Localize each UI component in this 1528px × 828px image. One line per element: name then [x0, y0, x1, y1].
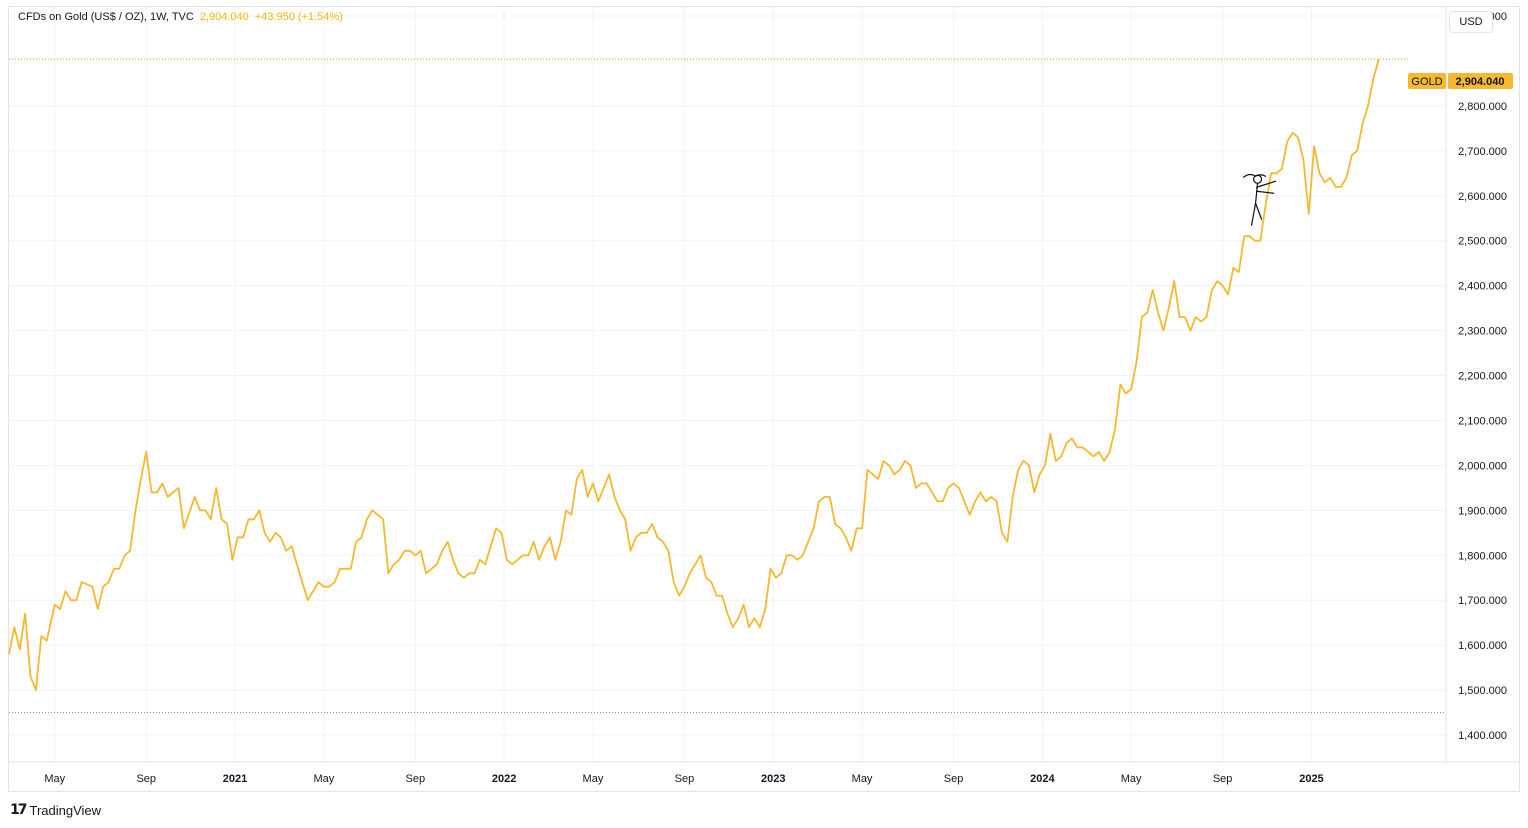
y-tick-label: 2,100.000 [1458, 415, 1507, 427]
tradingview-logo-icon: 17 [10, 802, 28, 818]
x-tick-label: May [313, 773, 334, 785]
grid-layer [9, 7, 1446, 762]
x-tick-label: Sep [406, 773, 426, 785]
time-axis: May Sep 2021 May Sep 2022 May Sep 2023 May Sep 2024… [9, 7, 1519, 785]
currency-button[interactable]: USD [1449, 11, 1493, 33]
x-tick-label: Sep [675, 773, 695, 785]
x-tick-label: May [852, 773, 873, 785]
doodle-hair [1242, 173, 1267, 178]
x-tick-label: 2024 [1030, 773, 1055, 785]
price-series [8, 58, 1380, 691]
y-tick-label: 2,000.000 [1458, 460, 1507, 472]
price-axis: 1,400.000 1,500.000 1,600.000 1,700.000 1,80… [1458, 11, 1507, 742]
y-tick-label: 1,500.000 [1458, 685, 1507, 697]
y-tick-label: 2,400.000 [1458, 281, 1507, 293]
doodle-arms [1255, 180, 1277, 194]
y-tick-label: 2,200.000 [1458, 371, 1507, 383]
last-price: 2,904.040 [199, 11, 249, 23]
stick-figure-drawing [1242, 173, 1277, 226]
price-change: +43.950 (+1.54%) [254, 11, 343, 23]
y-tick-label: 2,500.000 [1458, 236, 1507, 248]
last-price-tag: GOLD 2,904.040 [1408, 73, 1513, 89]
x-tick-label: 2023 [761, 773, 785, 785]
price-tag-symbol-bg [1408, 73, 1446, 89]
y-tick-label: 2,300.000 [1458, 326, 1507, 338]
x-tick-label: Sep [944, 773, 964, 785]
y-tick-label: 1,400.000 [1458, 730, 1507, 742]
y-tick-label: 1,800.000 [1458, 550, 1507, 562]
y-tick-label: 2,600.000 [1458, 191, 1507, 203]
x-tick-label: 2025 [1299, 773, 1323, 785]
chart-frame [8, 6, 1520, 792]
symbol-title: CFDs on Gold (US$ / OZ), 1W, TVC [18, 11, 194, 23]
y-tick-label: 2,800.000 [1458, 101, 1507, 113]
x-tick-label: May [583, 773, 604, 785]
y-tick-label: 1,600.000 [1458, 640, 1507, 652]
x-tick-label: May [44, 773, 65, 785]
y-tick-label: 1,700.000 [1458, 595, 1507, 607]
x-tick-label: 2021 [223, 773, 247, 785]
x-tick-label: Sep [1213, 773, 1233, 785]
price-tag-value-bg [1448, 73, 1513, 89]
y-tick-label: 1,900.000 [1458, 505, 1507, 517]
symbol-legend[interactable]: CFDs on Gold (US$ / OZ), 1W, TVC 2,904.0… [18, 11, 343, 23]
reference-lines [9, 58, 1446, 714]
brand-label: TradingView [29, 802, 102, 818]
tradingview-brand[interactable]: 17 TradingView [10, 802, 101, 818]
y-tick-label: 2,700.000 [1458, 146, 1507, 158]
price-tag-symbol: GOLD [1411, 76, 1442, 88]
x-tick-label: 2022 [492, 773, 516, 785]
x-tick-label: May [1121, 773, 1142, 785]
x-tick-label: Sep [136, 773, 156, 785]
price-tag-value: 2,904.040 [1456, 76, 1505, 88]
series-line [8, 58, 1380, 691]
doodle-body [1254, 182, 1259, 204]
doodle-legs [1250, 202, 1263, 226]
